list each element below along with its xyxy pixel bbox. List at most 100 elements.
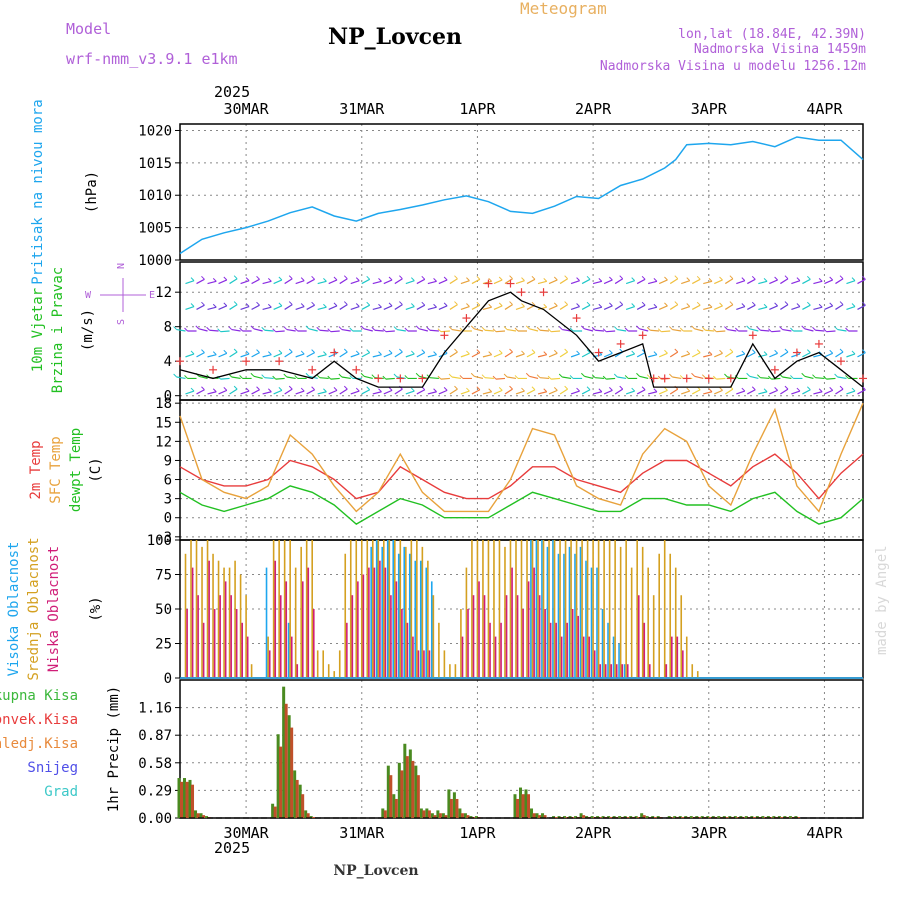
wind-arrow (208, 355, 217, 357)
wind-arrow (639, 376, 648, 378)
wind-arrow (650, 330, 659, 331)
wind-arrow (373, 307, 382, 309)
wind-arrow (846, 307, 855, 310)
wind-arrow-head (372, 327, 375, 330)
wind-arrow (417, 353, 425, 357)
wind-arrow-head (268, 389, 271, 392)
wind-arrow (516, 391, 525, 394)
wind-arrow-head (454, 349, 457, 352)
y-tick-label: 0.58 (138, 756, 172, 772)
wind-arrow (406, 307, 415, 310)
wind-arrow-head (632, 278, 635, 281)
wind-arrow (318, 392, 327, 394)
precip-conv-bar (411, 761, 414, 818)
wind-arrow-head (581, 373, 584, 376)
wind-arrow-head (399, 349, 402, 352)
wind-arrow (342, 330, 351, 331)
wind-arrow-head (840, 386, 843, 389)
wind-arrow (373, 281, 382, 283)
wind-arrow-head (229, 327, 232, 330)
wind-arrow-head (599, 304, 602, 307)
precip-conv-bar (279, 747, 282, 818)
precip-conv-bar (422, 810, 425, 818)
wind-arrow (681, 391, 690, 394)
wind-arrow (276, 378, 285, 379)
precip-conv-bar (285, 704, 288, 818)
wind-arrow (593, 392, 602, 394)
temp2m-axis-label: 2m Temp (28, 440, 44, 499)
wind-arrow (452, 330, 461, 331)
wind-arrow (615, 305, 623, 310)
wind-arrow-head (852, 304, 855, 307)
wind-arrow-head (367, 350, 370, 353)
wind-arrow-head (642, 276, 645, 279)
wind-arrow (384, 353, 392, 357)
wind-arrow (736, 307, 745, 310)
wind-arrow (648, 355, 657, 357)
wind-arrow (417, 305, 425, 309)
wind-arrow-head (416, 373, 419, 376)
wind-arrow-head (664, 277, 667, 280)
wind-arrow (562, 377, 571, 378)
wind-arrow-head (830, 303, 833, 306)
wind-arrow-head (289, 276, 292, 279)
wind-arrow-head (835, 327, 838, 330)
wind-arrow-head (201, 302, 204, 305)
wind-arrow (560, 389, 568, 394)
wind-arrow (428, 392, 437, 394)
wind-arrow (474, 329, 483, 331)
wind-arrow-head (301, 351, 304, 354)
wind-arrow (824, 390, 832, 394)
wind-arrow-head (819, 278, 822, 281)
wind-arrow (692, 390, 700, 394)
wind-arrow (681, 281, 690, 284)
wind-arrow (287, 377, 296, 378)
x-tick-label-bottom: 4APR (806, 824, 843, 842)
wind-arrow-head (830, 350, 833, 353)
wind-arrow-head (356, 278, 359, 281)
wind-arrow-head (489, 278, 492, 281)
y-tick-label: 1005 (138, 221, 172, 237)
wind-arrow (395, 352, 403, 357)
wind-arrow (659, 353, 667, 357)
wind-arrow (659, 390, 667, 394)
wind-arrow (285, 352, 293, 357)
wind-arrow (857, 353, 865, 357)
wind-arrow (274, 353, 282, 357)
wind-arrow-head (840, 349, 843, 352)
wind-arrow (395, 389, 403, 394)
wind-arrow (714, 353, 722, 357)
wind-arrow-head (687, 278, 690, 281)
wind-arrow (265, 378, 274, 379)
wind-arrow (329, 306, 337, 310)
wind-arrow (626, 281, 635, 284)
wind-arrow (439, 306, 447, 310)
wind-arrow (813, 355, 822, 357)
wind-arrow-head (599, 278, 602, 281)
wind-arrow-head (554, 350, 557, 353)
wind-arrow-head (812, 327, 815, 330)
wind-arrow-head (466, 304, 469, 307)
wind-arrow (527, 390, 535, 394)
wind-arrow (186, 281, 195, 284)
precip-conv-bar (274, 807, 277, 818)
wind-arrow (395, 305, 403, 310)
precip-conv-bar (307, 813, 310, 818)
wind-arrow (780, 305, 788, 310)
y-tick-label: 8 (164, 320, 172, 336)
wind-arrow-head (367, 276, 370, 279)
wind-arrow-head (399, 276, 402, 279)
wind-arrow-head (251, 373, 254, 376)
wind-arrow (472, 305, 480, 309)
wind-arrow (197, 279, 205, 283)
wind-arrow (813, 281, 822, 283)
wind-arrow-head (785, 302, 788, 305)
wind-arrow-head (279, 350, 282, 353)
wind-arrow (571, 354, 580, 357)
wind-arrow (826, 378, 835, 379)
precip-conv-bar (461, 813, 464, 818)
wind-arrow-head (752, 387, 755, 390)
wind-arrow-head (279, 387, 282, 390)
wind-arrow-head (361, 373, 364, 376)
wind-arrow (725, 279, 733, 284)
